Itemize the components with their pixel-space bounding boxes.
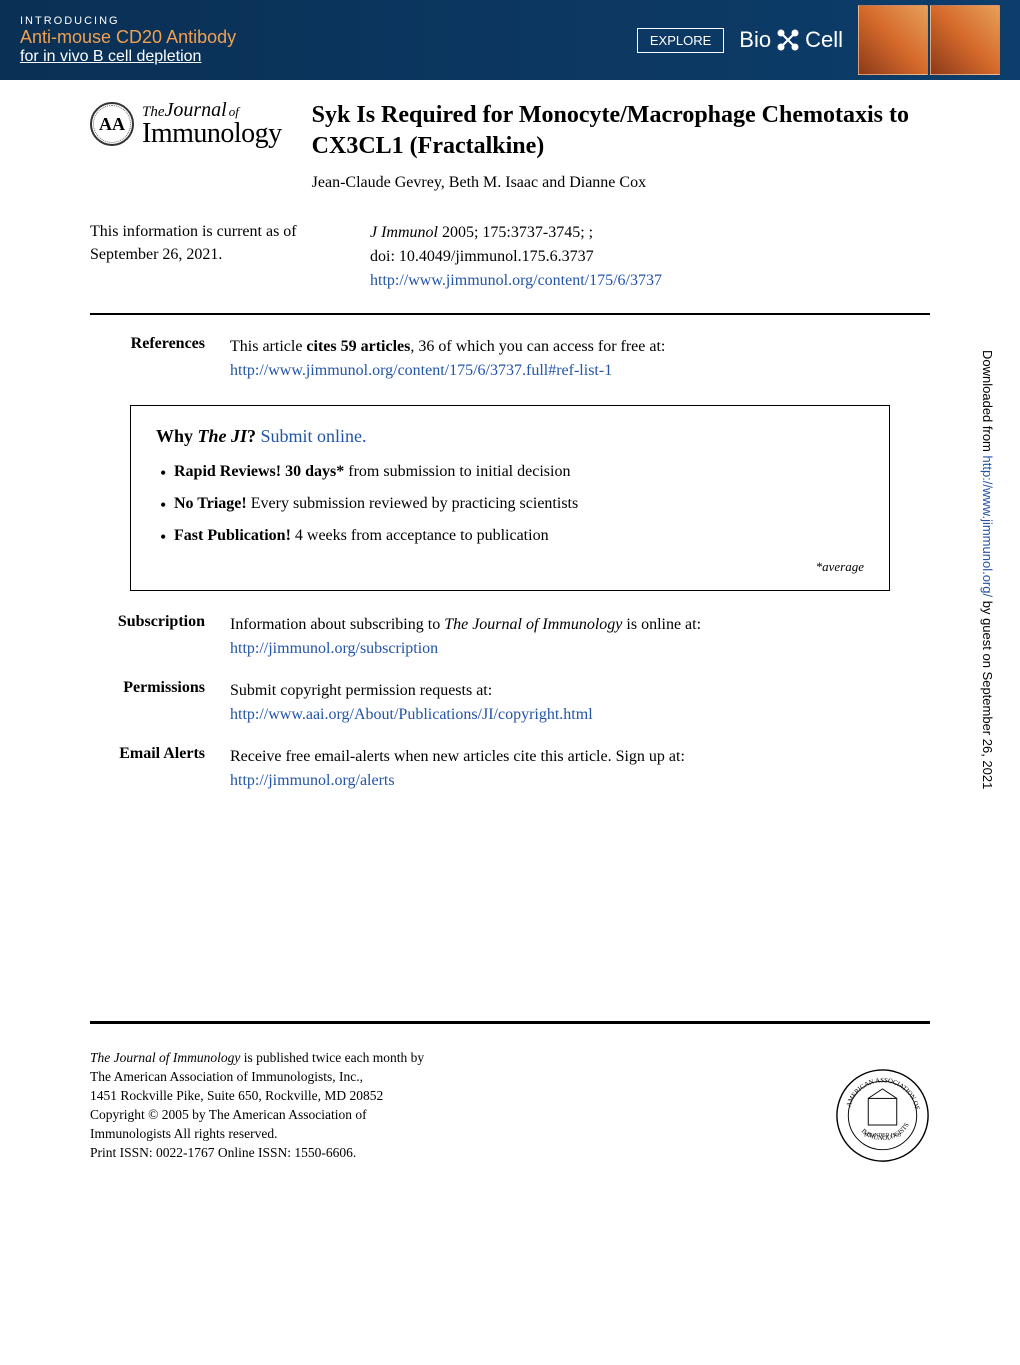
meta-row: This information is current as of Septem… (90, 221, 930, 293)
why-item-3-bold: Fast Publication! (174, 527, 291, 544)
sub-text: Information about subscribing to (230, 616, 444, 633)
ref-cites: cites 59 articles (306, 338, 410, 355)
banner-title: Anti-mouse CD20 Antibody (20, 27, 622, 48)
journal-seal-icon: AA (90, 102, 134, 146)
header-row: AA TheJournalof Immunology Syk Is Requir… (90, 100, 930, 206)
why-ji-box: Why The JI? Submit online. Rapid Reviews… (130, 405, 890, 591)
journal-name: Immunology (142, 120, 282, 148)
references-link[interactable]: http://www.jimmunol.org/content/175/6/37… (230, 362, 612, 379)
footer-line5: Immunologists All rights reserved. (90, 1126, 277, 1141)
side-after: by guest on September 26, 2021 (980, 597, 995, 789)
citation-doi: doi: 10.4049/jimmunol.175.6.3737 (370, 248, 594, 265)
logo-cell: Cell (805, 27, 843, 53)
why-footnote: *average (156, 559, 864, 575)
logo-bio: Bio (739, 27, 771, 53)
why-item-2-bold: No Triage! (174, 495, 247, 512)
banner-images (858, 5, 1000, 75)
why-title: Why The JI? Submit online. (156, 426, 864, 447)
logo-x-icon (773, 25, 803, 55)
svg-text:FOUNDED 1913: FOUNDED 1913 (864, 1132, 901, 1138)
article-title: Syk Is Required for Monocyte/Macrophage … (312, 100, 930, 162)
ref-text-before: This article (230, 338, 306, 355)
why-item-3: Fast Publication! 4 weeks from acceptanc… (156, 527, 864, 545)
promo-banner: INTRODUCING Anti-mouse CD20 Antibody for… (0, 0, 1020, 80)
side-before: Downloaded from (980, 350, 995, 456)
journal-text: TheJournalof Immunology (142, 100, 282, 148)
footer-line1b: is published twice each month by (240, 1050, 424, 1065)
alerts-row: Email Alerts Receive free email-alerts w… (90, 745, 930, 793)
banner-text-block: INTRODUCING Anti-mouse CD20 Antibody for… (20, 15, 622, 66)
references-content: This article cites 59 articles, 36 of wh… (230, 335, 930, 383)
footer-line2: The American Association of Immunologist… (90, 1069, 363, 1084)
banner-img-2 (930, 5, 1000, 75)
footer-line4: Copyright © 2005 by The American Associa… (90, 1107, 367, 1122)
footer-text: The Journal of Immunology is published t… (90, 1049, 424, 1162)
alerts-content: Receive free email-alerts when new artic… (230, 745, 930, 793)
why-list: Rapid Reviews! 30 days* from submission … (156, 463, 864, 545)
why-word: Why (156, 426, 198, 446)
aai-seal-icon: AMERICAN ASSOCIATION OF IMMUNOLOGISTS FO… (835, 1068, 930, 1163)
footer-line6: Print ISSN: 0022-1767 Online ISSN: 1550-… (90, 1145, 356, 1160)
divider-1 (90, 313, 930, 315)
alerts-link[interactable]: http://jimmunol.org/alerts (230, 772, 395, 789)
permissions-link[interactable]: http://www.aai.org/About/Publications/JI… (230, 706, 593, 723)
why-item-2-rest: Every submission reviewed by practicing … (247, 495, 578, 512)
download-info-sidebar: Downloaded from http://www.jimmunol.org/… (980, 350, 995, 789)
footer: The Journal of Immunology is published t… (0, 1039, 1020, 1182)
citation-year: 2005; 175:3737-3745; ; (438, 224, 593, 241)
sub-text2: is online at: (622, 616, 701, 633)
why-item-1-bold: Rapid Reviews! 30 days* (174, 463, 344, 480)
main-content: AA TheJournalof Immunology Syk Is Requir… (0, 80, 1020, 821)
bioxcell-logo: Bio Cell (739, 25, 843, 55)
banner-intro: INTRODUCING (20, 15, 622, 27)
footer-divider-wrap (0, 1021, 1020, 1024)
why-item-3-rest: 4 weeks from acceptance to publication (291, 527, 549, 544)
footer-line3: 1451 Rockville Pike, Suite 650, Rockvill… (90, 1088, 383, 1103)
citation-journal: J Immunol (370, 224, 438, 241)
article-authors: Jean-Claude Gevrey, Beth M. Isaac and Di… (312, 174, 930, 192)
references-label: References (90, 335, 230, 383)
citation: J Immunol 2005; 175:3737-3745; ; doi: 10… (370, 221, 662, 293)
banner-img-1 (858, 5, 928, 75)
journal-line1: TheJournalof (142, 100, 282, 120)
subscription-label: Subscription (90, 613, 230, 661)
citation-link[interactable]: http://www.jimmunol.org/content/175/6/37… (370, 272, 662, 289)
svg-text:AMERICAN ASSOCIATION OF: AMERICAN ASSOCIATION OF (845, 1077, 920, 1111)
why-item-2: No Triage! Every submission reviewed by … (156, 495, 864, 513)
why-item-1-rest: from submission to initial decision (344, 463, 570, 480)
article-info: Syk Is Required for Monocyte/Macrophage … (312, 100, 930, 206)
seal-letters: AA (99, 114, 125, 135)
perm-text: Submit copyright permission requests at: (230, 682, 492, 699)
why-q: ? (247, 426, 261, 446)
divider-footer (90, 1021, 930, 1024)
journal-logo: AA TheJournalof Immunology (90, 100, 282, 148)
explore-button[interactable]: EXPLORE (637, 28, 724, 53)
permissions-label: Permissions (90, 679, 230, 727)
current-info: This information is current as of Septem… (90, 221, 340, 293)
subscription-link[interactable]: http://jimmunol.org/subscription (230, 640, 438, 657)
alerts-label: Email Alerts (90, 745, 230, 793)
banner-subtitle: for in vivo B cell depletion (20, 48, 622, 66)
sub-ji: The Journal of Immunology (444, 616, 622, 633)
footer-ji: The Journal of Immunology (90, 1050, 240, 1065)
why-item-1: Rapid Reviews! 30 days* from submission … (156, 463, 864, 481)
permissions-row: Permissions Submit copyright permission … (90, 679, 930, 727)
ref-text-after: , 36 of which you can access for free at… (410, 338, 665, 355)
why-ji: The JI (198, 426, 248, 446)
subscription-content: Information about subscribing to The Jou… (230, 613, 930, 661)
permissions-content: Submit copyright permission requests at:… (230, 679, 930, 727)
submit-online-link[interactable]: Submit online. (261, 426, 367, 446)
subscription-row: Subscription Information about subscribi… (90, 613, 930, 661)
side-link[interactable]: http://www.jimmunol.org/ (980, 456, 995, 598)
references-row: References This article cites 59 article… (90, 335, 930, 383)
alerts-text: Receive free email-alerts when new artic… (230, 748, 685, 765)
journal-of: of (229, 104, 239, 119)
journal-block: AA TheJournalof Immunology (90, 100, 282, 206)
